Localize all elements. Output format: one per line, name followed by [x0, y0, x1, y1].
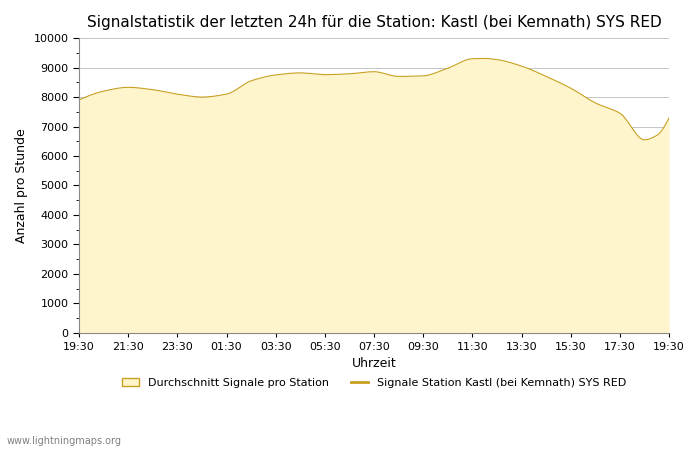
Y-axis label: Anzahl pro Stunde: Anzahl pro Stunde — [15, 128, 28, 243]
Title: Signalstatistik der letzten 24h für die Station: Kastl (bei Kemnath) SYS RED: Signalstatistik der letzten 24h für die … — [87, 15, 661, 30]
X-axis label: Uhrzeit: Uhrzeit — [351, 357, 396, 370]
Text: www.lightningmaps.org: www.lightningmaps.org — [7, 436, 122, 446]
Legend: Durchschnitt Signale pro Station, Signale Station Kastl (bei Kemnath) SYS RED: Durchschnitt Signale pro Station, Signal… — [118, 373, 630, 392]
